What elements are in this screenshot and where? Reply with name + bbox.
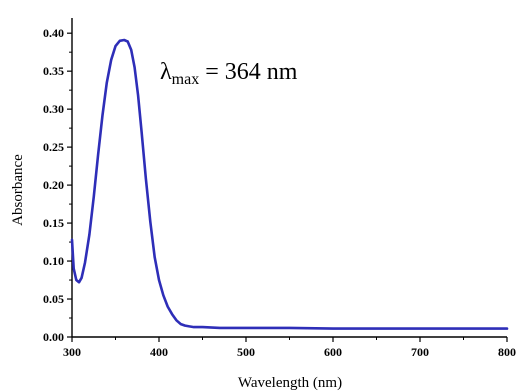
x-tick-label: 600 xyxy=(324,345,342,359)
x-tick-label: 300 xyxy=(63,345,81,359)
x-axis: 300 400 500 600 700 800 xyxy=(63,337,516,359)
y-tick-label: 0.20 xyxy=(43,178,64,192)
y-tick-label: 0.30 xyxy=(43,102,64,116)
y-tick-label: 0.00 xyxy=(43,330,64,344)
y-tick-label: 0.40 xyxy=(43,26,64,40)
x-tick-label: 500 xyxy=(237,345,255,359)
x-tick-label: 700 xyxy=(411,345,429,359)
y-tick-label: 0.05 xyxy=(43,292,64,306)
lambda-symbol: λ xyxy=(160,59,172,85)
lambda-max-annotation: λmax = 364 nm xyxy=(160,59,298,88)
lambda-subscript: max xyxy=(172,71,200,88)
y-tick-label: 0.25 xyxy=(43,140,64,154)
lambda-value: = 364 nm xyxy=(199,59,298,85)
x-tick-label: 800 xyxy=(498,345,516,359)
y-tick-label: 0.15 xyxy=(43,216,64,230)
y-tick-label: 0.10 xyxy=(43,254,64,268)
y-axis: 0.00 0.05 0.10 0.15 0.20 0.25 0.30 0.35 0.40 xyxy=(43,26,72,344)
x-axis-title: Wavelength (nm) xyxy=(238,375,342,391)
absorbance-series-line xyxy=(70,38,509,330)
y-axis-title: Absorbance xyxy=(10,154,26,226)
x-tick-label: 400 xyxy=(150,345,168,359)
y-tick-label: 0.35 xyxy=(43,64,64,78)
